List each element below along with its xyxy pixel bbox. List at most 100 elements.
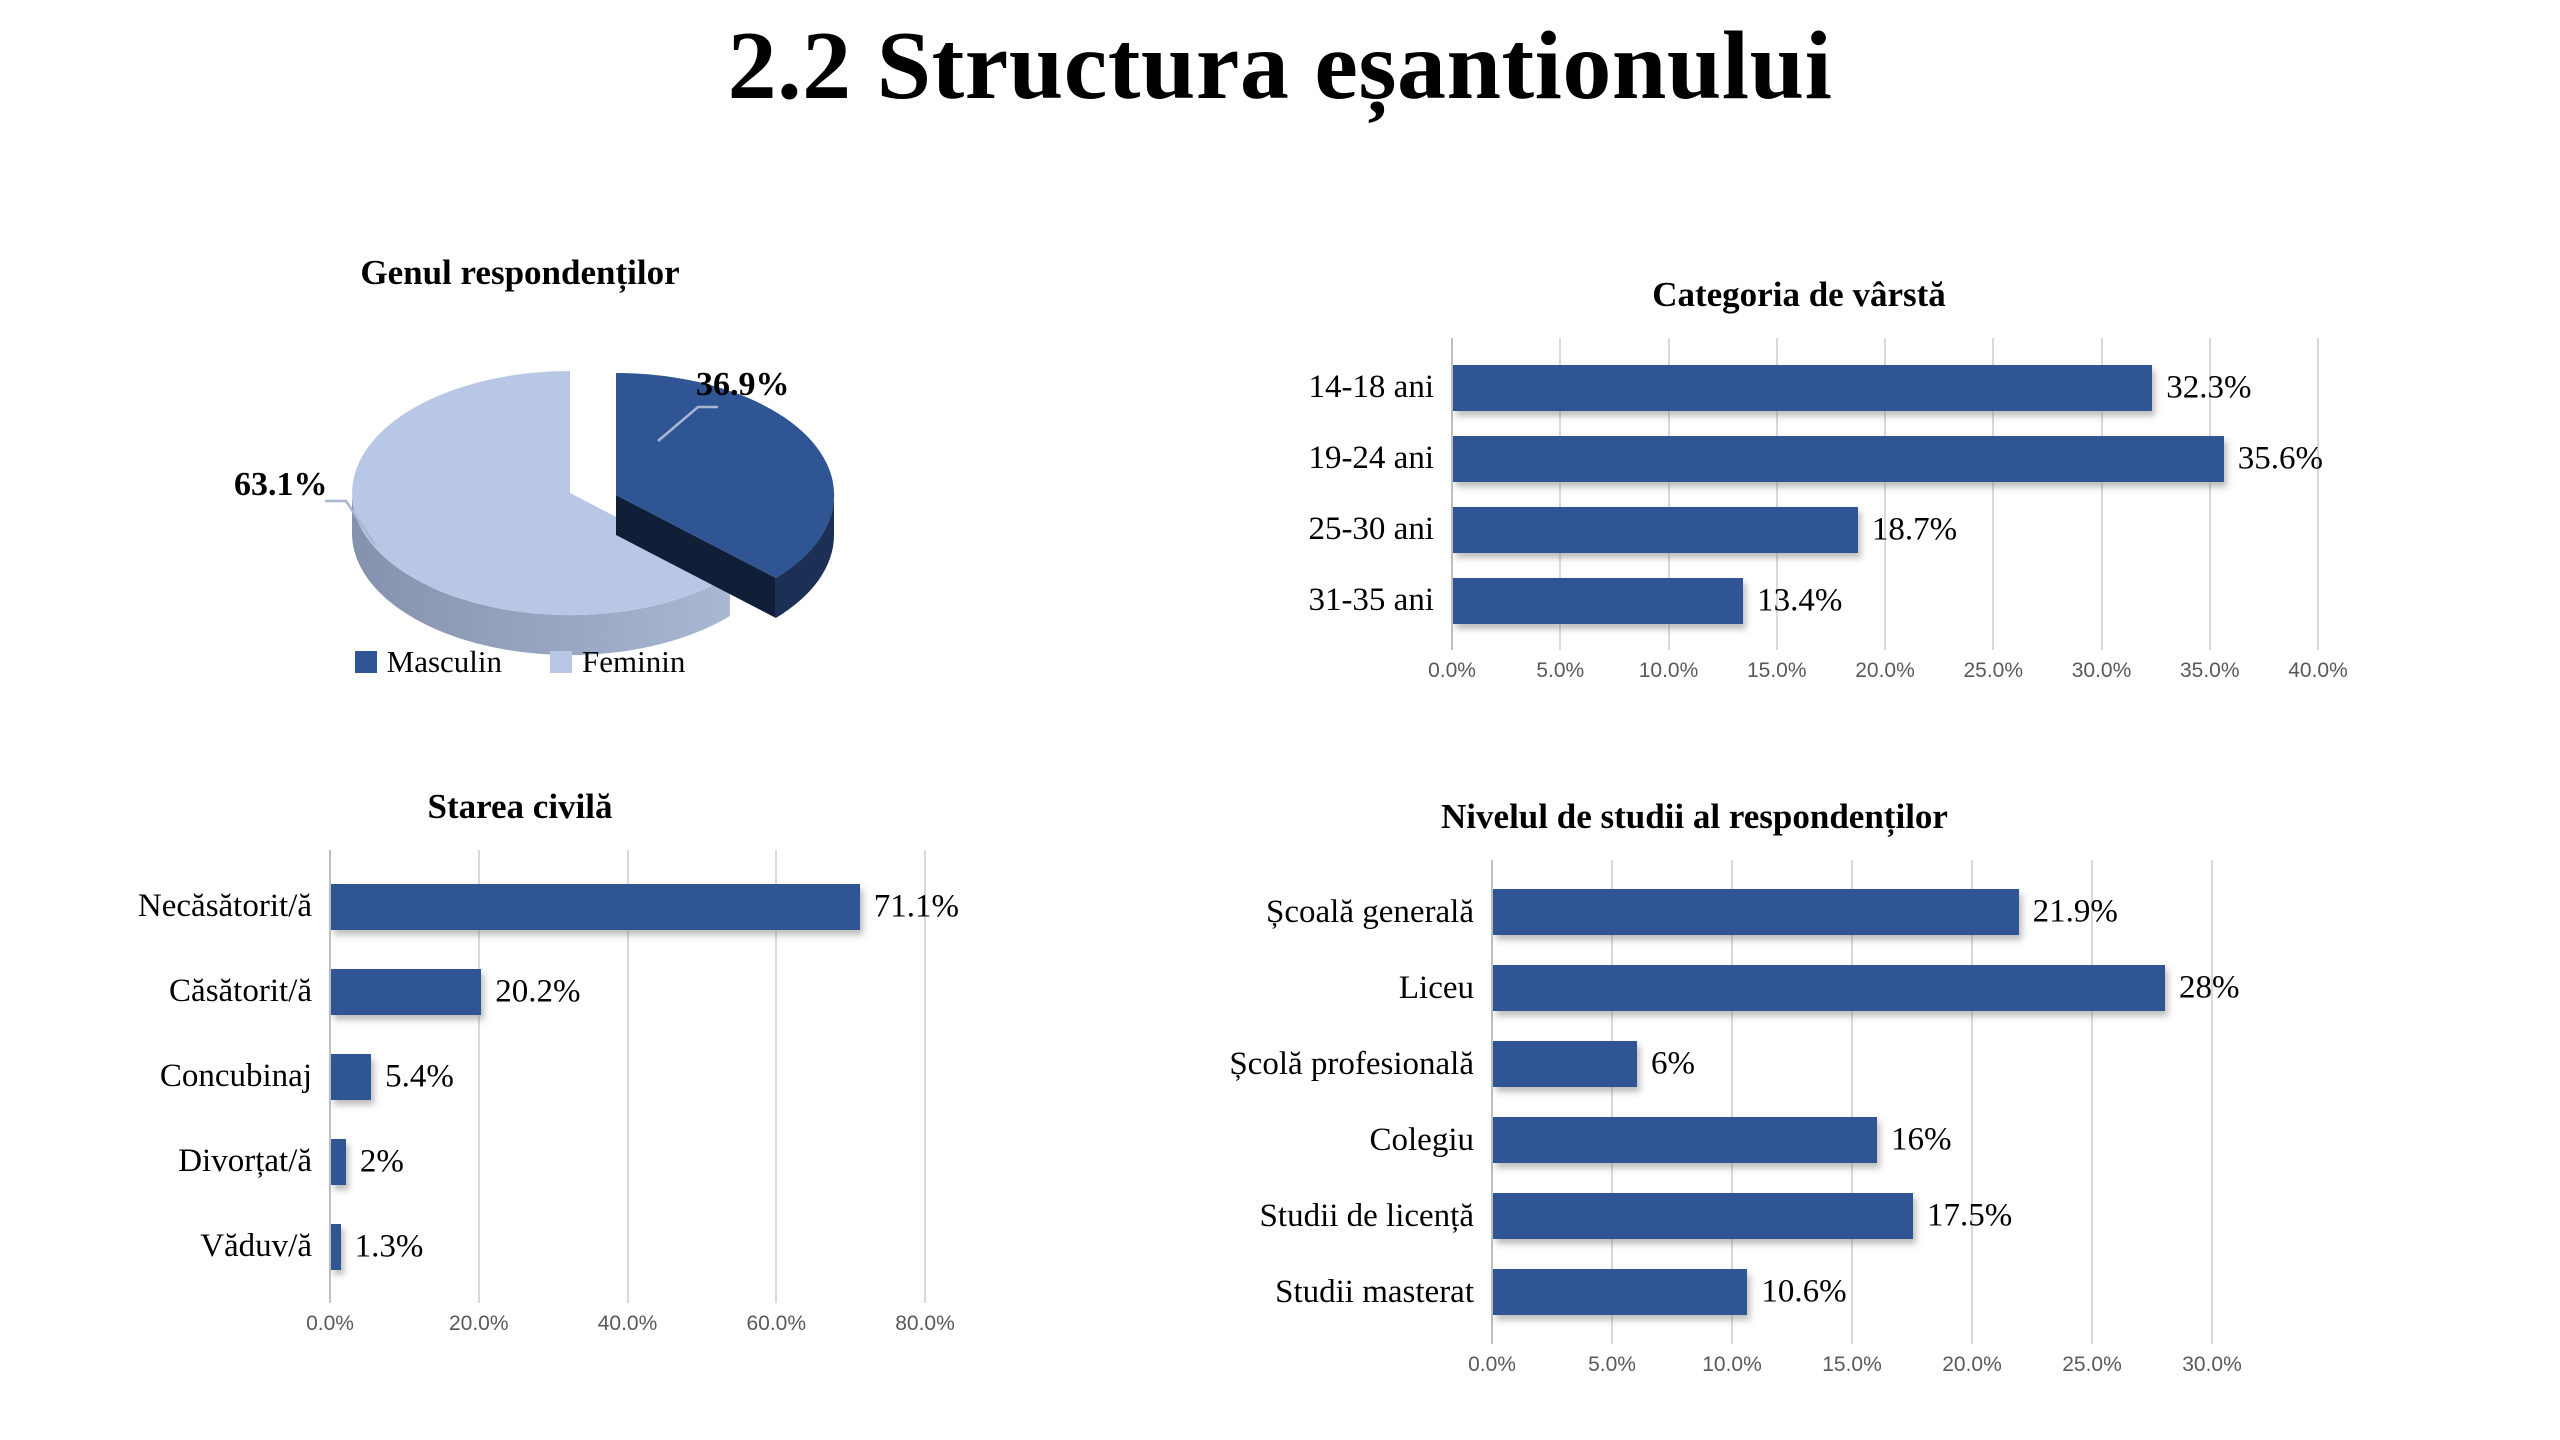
marital-bar-chart: Starea civilă Necăsătorit/ă Căsătorit/ă Co… (115, 786, 959, 1334)
axis-tick-label: 20.0% (1942, 1353, 2002, 1376)
value-label: 20.2% (495, 973, 581, 1009)
axis-tick-label: 25.0% (2062, 1353, 2122, 1376)
bar (1493, 1269, 1748, 1315)
value-label: 21.9% (2032, 893, 2118, 930)
bar-row: 10.6% (1492, 1254, 2212, 1330)
bar (1493, 1193, 1913, 1239)
axis-tick-label: 40.0% (2288, 659, 2348, 682)
gridline (2100, 338, 2103, 650)
bar (1453, 364, 2153, 411)
pie-chart-title: Genul respondenților (360, 253, 680, 292)
bar-row: 2% (330, 1119, 925, 1204)
gridline (2211, 860, 2213, 1344)
legend-label-feminin: Feminin (582, 644, 686, 679)
bar (331, 968, 482, 1015)
value-label: 6% (1651, 1045, 1695, 1082)
gridline (1775, 338, 1778, 650)
value-label: 28% (2179, 969, 2240, 1006)
axis-line (329, 850, 331, 1303)
axis-tick-label: 20.0% (448, 1312, 509, 1335)
value-label: 17.5% (1927, 1197, 2013, 1234)
value-label: 18.7% (1871, 511, 1958, 547)
plot-area: 0.0% 5.0% 10.0% 15.0% 20.0% 25.0% 30.0% 35.0% 40… (1428, 338, 2348, 681)
masculin-slice-rim (775, 495, 835, 618)
axis-tick-label: 30.0% (2182, 1353, 2242, 1376)
masculin-slice-cut-face (616, 495, 776, 618)
axis-tick-label: 30.0% (2071, 659, 2132, 682)
category-label: Liceu (1398, 969, 1474, 1006)
axis-tick-label: 25.0% (1963, 659, 2024, 682)
education-bar-chart: Nivelul de studii al respondenților Școa… (1177, 796, 2241, 1375)
gridline (1992, 338, 1995, 650)
legend-item-masculin: Masculin (354, 644, 502, 680)
bar-row: 32.3% (1452, 352, 2318, 423)
bar-row: 21.9% (1492, 874, 2212, 950)
bar-row: 20.2% (330, 949, 925, 1034)
gridline (1611, 860, 1613, 1344)
category-label: Studii de licență (1259, 1197, 1474, 1234)
value-label: 35.6% (2237, 440, 2323, 476)
bar (1493, 889, 2019, 935)
gridline (775, 850, 778, 1303)
category-axis: 14-18 ani 19-24 ani 25-30 ani 31-35 ani (1280, 352, 1452, 636)
gender-pie-chart: Genul respondenților 36.9% 63.1% (140, 252, 920, 732)
axis-tick-label: 20.0% (1855, 659, 1915, 682)
gridline (626, 850, 629, 1303)
chart-body: 14-18 ani 19-24 ani 25-30 ani 31-35 ani 0.0… (1280, 338, 2348, 681)
bar (1453, 577, 1744, 624)
axis-tick-label: 15.0% (1746, 659, 1807, 682)
pie-value-label-masculin: 36.9% (696, 366, 790, 403)
axis-tick-label: 0.0% (1468, 1353, 1516, 1376)
bar (1493, 1117, 1877, 1163)
category-label: Colegiu (1369, 1121, 1475, 1158)
pie-3d-graphic (325, 371, 835, 656)
bar-row: 6% (1492, 1026, 2212, 1102)
value-label: 2% (359, 1143, 404, 1179)
axis-tick-label: 10.0% (1702, 1353, 1762, 1376)
category-label: Școală generală (1266, 893, 1474, 930)
pie-legend: Masculin Feminin (140, 644, 900, 680)
gridline (1884, 338, 1886, 650)
gridline (1971, 860, 1973, 1344)
axis-tick-label: 5.0% (1536, 659, 1585, 682)
bar-row: 16% (1492, 1102, 2212, 1178)
category-label: Văduv/ă (200, 1228, 312, 1264)
category-label: 19-24 ani (1308, 440, 1434, 476)
slide-title: 2.2 Structura eșantionului (727, 12, 1833, 120)
category-label: Studii masterat (1275, 1273, 1474, 1310)
age-bar-chart: Categoria de vârstă 14-18 ani 19-24 ani 25… (1280, 274, 2348, 681)
value-label: 10.6% (1761, 1273, 1847, 1310)
axis-tick-label: 60.0% (746, 1312, 807, 1335)
gridline (924, 850, 926, 1303)
pie-value-label-feminin: 63.1% (234, 466, 328, 503)
category-axis: Școală generală Liceu Școlă profesională Co… (1177, 874, 1492, 1330)
gridline (1731, 860, 1733, 1344)
axis-tick-label: 80.0% (895, 1312, 955, 1335)
feminin-slice-top (352, 371, 730, 615)
bar (331, 1223, 341, 1270)
value-label: 16% (1890, 1121, 1952, 1158)
bar-row: 18.7% (1452, 494, 2318, 565)
gridline (477, 850, 480, 1303)
age-chart-title: Categoria de vârstă (1652, 275, 1946, 314)
axis-line (1451, 338, 1453, 650)
education-chart-title: Nivelul de studii al respondenților (1441, 797, 1948, 836)
bar-row: 1.3% (330, 1204, 925, 1289)
axis-line (1491, 860, 1493, 1344)
legend-swatch-rect (550, 651, 573, 673)
category-label: Căsătorit/ă (169, 973, 312, 1009)
bar-row: 35.6% (1452, 423, 2323, 494)
legend-swatch-feminin (550, 651, 573, 673)
category-axis: Necăsătorit/ă Căsătorit/ă Concubinaj Divorț… (115, 864, 330, 1289)
axis-tick-label: 0.0% (1428, 659, 1476, 682)
bar-row: 5.4% (330, 1034, 925, 1119)
category-label: Divorțat/ă (178, 1143, 312, 1179)
value-label: 1.3% (354, 1228, 424, 1264)
bar-row: 71.1% (330, 864, 959, 949)
masculin-slice-top (616, 373, 835, 578)
bar (1453, 506, 1858, 553)
gridline (1559, 338, 1562, 650)
value-label: 5.4% (385, 1058, 454, 1094)
bar (1493, 965, 2165, 1011)
chart-body: Necăsătorit/ă Căsătorit/ă Concubinaj Divorț… (115, 850, 959, 1334)
